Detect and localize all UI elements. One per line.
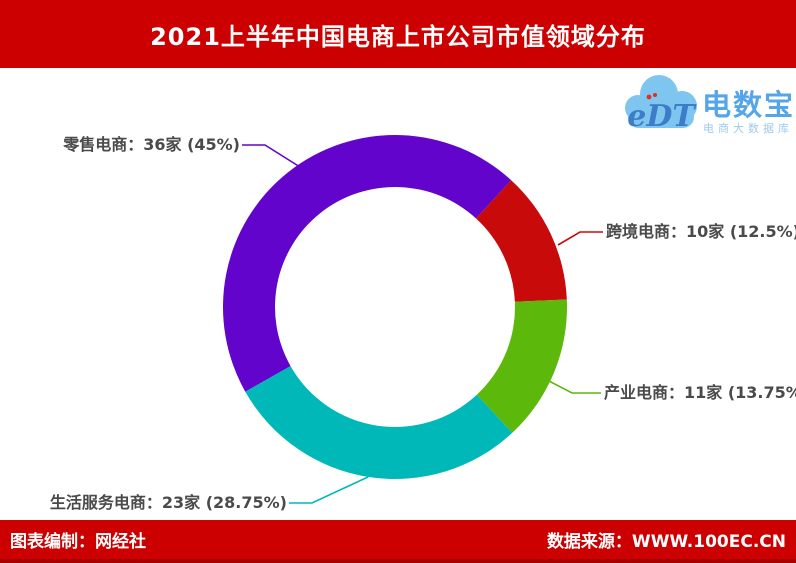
slice-label-life-service: 生活服务电商：23家 (28.75%) [49, 493, 287, 512]
leader-line-2 [548, 380, 601, 394]
leader-line-1 [557, 231, 603, 246]
donut-slice-2 [476, 299, 567, 433]
donut-slice-3 [245, 366, 513, 479]
slice-label-retail: 零售电商：36家 (45%) [63, 135, 240, 154]
svg-text:eDT: eDT [627, 99, 697, 134]
slice-label-industry: 产业电商：11家 (13.75%) [604, 383, 796, 402]
footer-source: 数据来源：WWW.100EC.CN [546, 532, 786, 552]
logo-subtitle-text: 电商大数据库 [703, 122, 793, 135]
page-title: 2021上半年中国电商上市公司市值领域分布 [150, 22, 646, 51]
logo-brand-text: 电数宝 [702, 88, 796, 122]
title-bar: 2021上半年中国电商上市公司市值领域分布 [0, 0, 796, 68]
donut-slice-1 [476, 180, 567, 302]
leader-line-0 [242, 144, 301, 168]
footer-credit: 图表编制：网经社 [10, 532, 146, 552]
slice-label-cross-border: 跨境电商：10家 (12.5%) [606, 222, 796, 241]
edt-logo: eDT 电数宝 电商大数据库 [622, 70, 796, 146]
footer-bar: 图表编制：网经社 数据来源：WWW.100EC.CN [0, 520, 796, 563]
cloud-icon: eDT [625, 75, 697, 134]
leader-line-3 [289, 476, 369, 504]
donut-slice-0 [223, 135, 512, 392]
